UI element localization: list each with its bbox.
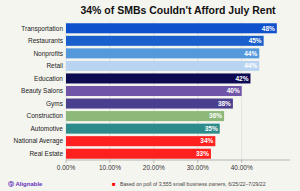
annotation: Ⓠ Alignable [8, 180, 43, 187]
labels: 33% 34% 35% 36% 38% 40% 42% 44% 44% 45%48% [196, 25, 275, 157]
background [0, 0, 300, 191]
tick-label: 0.00% [57, 164, 76, 171]
tick-label: 30.00% [187, 164, 209, 171]
bar [66, 61, 259, 71]
data-label: 33% [196, 150, 209, 157]
bar [66, 48, 259, 58]
bar [66, 149, 211, 159]
data-label: 34% [200, 137, 213, 144]
data-label: 36% [209, 112, 222, 119]
bar [66, 36, 264, 46]
bar [66, 111, 224, 121]
tick-mark [66, 160, 67, 163]
bars [66, 23, 277, 158]
data-label: 48% [262, 25, 275, 32]
chart: 34% of SMBs Couldn't Afford July Rent 0.0… [0, 0, 300, 191]
category-label: Automotive [30, 125, 63, 132]
category-label: Education [34, 75, 63, 82]
annotation: ■ [112, 181, 116, 187]
tick-label: 40.00% [231, 164, 253, 171]
category-label: Real Estate [29, 150, 63, 157]
data-label: 45% [249, 37, 262, 44]
bar [66, 86, 242, 96]
bar [66, 73, 250, 83]
annotation: Based on poll of 3,555 small business ow… [120, 181, 266, 187]
tick-mark [153, 160, 154, 163]
category-label: Gyms [46, 100, 64, 108]
category-label: Nonprofits [33, 50, 63, 58]
bar [66, 124, 220, 134]
data-label: 44% [244, 50, 257, 57]
data-label: 38% [218, 100, 231, 107]
title: 34% of SMBs Couldn't Afford July Rent [80, 4, 276, 16]
tick-mark [197, 160, 198, 163]
category-label: Construction [27, 112, 64, 119]
x-axis-line [66, 160, 290, 161]
data-label: 44% [244, 62, 257, 69]
category-label: Beauty Salons [21, 87, 64, 95]
category-label: National Average [14, 137, 64, 145]
data-label: 40% [227, 87, 240, 94]
tick-mark [109, 160, 110, 163]
bar [66, 136, 215, 146]
tick-label: 20.00% [143, 164, 165, 171]
category-label: Transportation [21, 25, 63, 33]
data-label: 35% [205, 125, 218, 132]
data-label: 42% [235, 75, 248, 82]
bar [66, 23, 277, 33]
tick-mark [241, 160, 242, 163]
category-label: Retail [46, 62, 63, 69]
tick-label: 10.00% [99, 164, 121, 171]
category-label: Restaurants [28, 37, 64, 44]
bar [66, 99, 233, 109]
